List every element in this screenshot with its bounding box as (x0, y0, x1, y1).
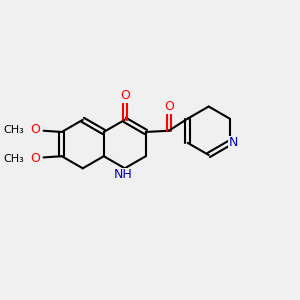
Text: CH₃: CH₃ (3, 124, 24, 134)
Text: CH₃: CH₃ (3, 154, 24, 164)
Text: N: N (229, 136, 238, 149)
Text: O: O (164, 100, 174, 113)
Text: O: O (30, 123, 40, 136)
Text: NH: NH (114, 168, 133, 181)
Text: O: O (120, 89, 130, 102)
Text: O: O (30, 152, 40, 165)
